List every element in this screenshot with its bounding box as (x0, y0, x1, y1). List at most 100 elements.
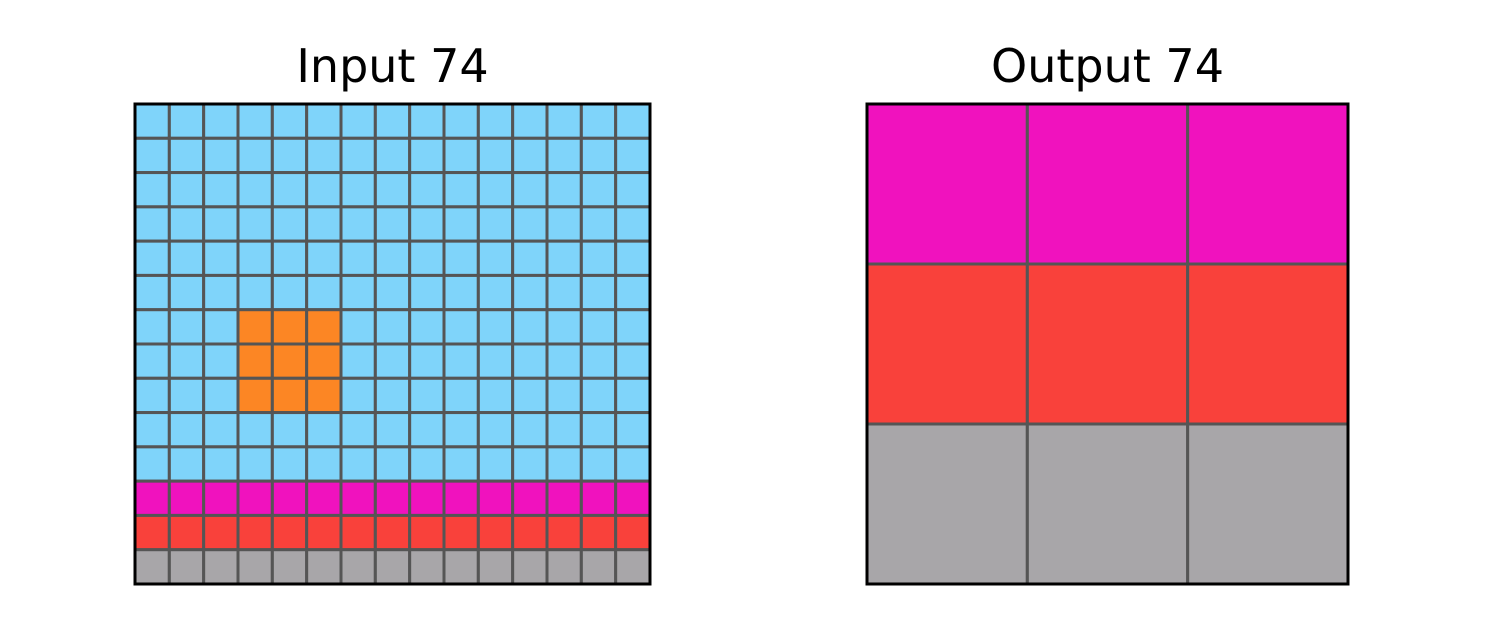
input-cell-r2-c12 (545, 171, 583, 209)
input-cell-r4-c4 (270, 239, 309, 277)
input-cell-r1-c11 (511, 136, 549, 175)
input-cell-r2-c2 (202, 171, 240, 209)
input-cell-r7-c9 (442, 342, 480, 380)
input-cell-r6-c8 (408, 308, 446, 346)
input-cell-r9-c6 (339, 411, 377, 449)
input-cell-r0-c8 (408, 102, 446, 140)
input-cell-r7-c8 (408, 342, 446, 380)
input-cell-r12-c3 (236, 513, 274, 552)
input-cell-r3-c1 (167, 205, 206, 243)
input-cell-r2-c13 (579, 171, 618, 209)
input-cell-r13-c3 (236, 548, 274, 586)
input-cell-r9-c12 (545, 411, 583, 449)
input-cell-r6-c7 (373, 308, 412, 346)
input-cell-r9-c8 (408, 411, 446, 449)
input-cell-r7-c13 (579, 342, 618, 380)
input-cell-r3-c14 (614, 205, 652, 243)
input-cell-r3-c7 (373, 205, 412, 243)
input-cell-r2-c1 (167, 171, 206, 209)
input-cell-r1-c7 (373, 136, 412, 175)
input-cell-r13-c0 (133, 548, 171, 586)
input-cell-r11-c14 (614, 479, 652, 517)
input-cell-r6-c0 (133, 308, 171, 346)
input-cell-r4-c7 (373, 239, 412, 277)
input-cell-r1-c2 (202, 136, 240, 175)
input-cell-r3-c13 (579, 205, 618, 243)
input-cell-r13-c9 (442, 548, 480, 586)
input-grid (133, 102, 652, 586)
input-cell-r13-c7 (373, 548, 412, 586)
input-cell-r5-c3 (236, 273, 274, 312)
input-cell-r0-c11 (511, 102, 549, 140)
input-cell-r4-c10 (476, 239, 515, 277)
output-grid-border (865, 102, 1350, 586)
input-cell-r7-c2 (202, 342, 240, 380)
input-cell-r1-c10 (476, 136, 515, 175)
input-cell-r11-c4 (270, 479, 309, 517)
input-cell-r7-c12 (545, 342, 583, 380)
input-cell-r2-c9 (442, 171, 480, 209)
input-cell-r6-c2 (202, 308, 240, 346)
input-cell-r6-c12 (545, 308, 583, 346)
input-cell-r5-c9 (442, 273, 480, 312)
input-cell-r0-c3 (236, 102, 274, 140)
input-cell-r11-c8 (408, 479, 446, 517)
output-title: Output 74 (991, 39, 1224, 93)
input-cell-r0-c0 (133, 102, 171, 140)
input-cell-r12-c6 (339, 513, 377, 552)
input-cell-r4-c1 (167, 239, 206, 277)
input-cell-r6-c1 (167, 308, 206, 346)
input-cell-r1-c6 (339, 136, 377, 175)
input-cell-r1-c8 (408, 136, 446, 175)
input-cell-r13-c13 (579, 548, 618, 586)
input-cell-r7-c6 (339, 342, 377, 380)
input-cell-r5-c4 (270, 273, 309, 312)
input-cell-r8-c3 (236, 376, 274, 415)
input-cell-r7-c7 (373, 342, 412, 380)
input-cell-r7-c5 (305, 342, 343, 380)
input-cell-r0-c2 (202, 102, 240, 140)
input-cell-r13-c2 (202, 548, 240, 586)
input-cell-r7-c10 (476, 342, 515, 380)
input-cell-r5-c2 (202, 273, 240, 312)
input-cell-r6-c5 (305, 308, 343, 346)
input-cell-r8-c12 (545, 376, 583, 415)
input-cell-r3-c11 (511, 205, 549, 243)
input-cell-r10-c11 (511, 445, 549, 483)
input-cell-r2-c7 (373, 171, 412, 209)
input-cell-r0-c6 (339, 102, 377, 140)
input-cell-r12-c11 (511, 513, 549, 552)
input-cell-r9-c4 (270, 411, 309, 449)
input-cell-r1-c3 (236, 136, 274, 175)
input-cell-r5-c8 (408, 273, 446, 312)
input-cell-r5-c6 (339, 273, 377, 312)
input-cell-r3-c2 (202, 205, 240, 243)
input-cell-r0-c14 (614, 102, 652, 140)
input-cell-r13-c14 (614, 548, 652, 586)
input-cell-r10-c1 (167, 445, 206, 483)
input-cell-r10-c7 (373, 445, 412, 483)
input-cell-r5-c10 (476, 273, 515, 312)
output-cell-r1-c1 (1025, 262, 1190, 426)
input-cell-r3-c12 (545, 205, 583, 243)
input-cell-r2-c3 (236, 171, 274, 209)
input-cell-r2-c0 (133, 171, 171, 209)
input-title: Input 74 (296, 39, 489, 93)
input-cell-r3-c8 (408, 205, 446, 243)
output-cell-r2-c0 (865, 422, 1029, 586)
input-cell-r12-c2 (202, 513, 240, 552)
input-cell-r2-c4 (270, 171, 309, 209)
input-cell-r10-c5 (305, 445, 343, 483)
input-cell-r8-c10 (476, 376, 515, 415)
input-cell-r8-c6 (339, 376, 377, 415)
input-cell-r3-c5 (305, 205, 343, 243)
input-cell-r11-c12 (545, 479, 583, 517)
input-cell-r7-c1 (167, 342, 206, 380)
input-cell-r13-c11 (511, 548, 549, 586)
input-cell-r1-c14 (614, 136, 652, 175)
input-cell-r1-c13 (579, 136, 618, 175)
input-cell-r7-c4 (270, 342, 309, 380)
input-cell-r1-c4 (270, 136, 309, 175)
input-cell-r7-c14 (614, 342, 652, 380)
input-cell-r11-c13 (579, 479, 618, 517)
